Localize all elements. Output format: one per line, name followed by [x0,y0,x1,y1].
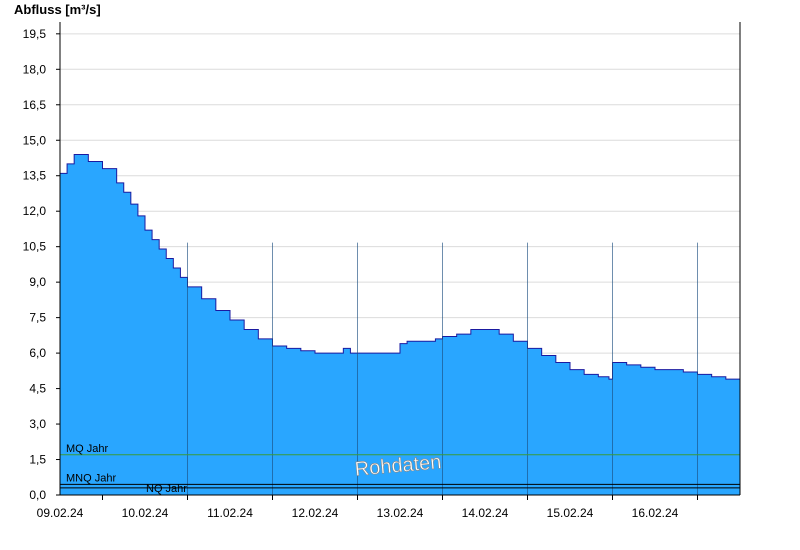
y-tick-label: 1,5 [29,453,46,467]
y-tick-label: 18,0 [23,62,47,76]
y-tick-label: 10,5 [23,240,47,254]
day-separator-lines [187,242,698,495]
x-tick-label: 16.02.24 [632,506,679,520]
y-tick-label: 4,5 [29,382,46,396]
y-tick-label: 19,5 [23,27,47,41]
y-tick-label: 16,5 [23,98,47,112]
area-layer [60,153,741,495]
y-axis-label: Abfluss [m³/s] [14,2,101,17]
x-tick-label: 10.02.24 [122,506,169,520]
y-tick-labels: 0,0 1,5 3,0 4,5 6,0 7,5 9,0 10,5 12,0 13,5 15,0 16,… [23,27,47,502]
x-tick-label: 15.02.24 [547,506,594,520]
ref-label: MQ Jahr [66,443,109,455]
y-tick-label: 9,0 [29,275,46,289]
y-tick-label: 12,0 [23,204,47,218]
x-tick-label: 12.02.24 [292,506,339,520]
axes [56,22,741,500]
y-tick-label: 3,0 [29,417,46,431]
x-tick-labels: 09.02.24 10.02.24 11.02.24 12.02.24 13.02.24… [37,506,679,520]
ref-label: NQ Jahr [146,483,187,495]
reference-lines: MQ Jahr MNQ Jahr NQ Jahr [60,443,740,495]
discharge-area [60,154,740,495]
x-tick-label: 14.02.24 [462,506,509,520]
y-tick-label: 15,0 [23,133,47,147]
y-tick-label: 13,5 [23,169,47,183]
ref-label: MNQ Jahr [66,472,116,484]
x-tick-label: 13.02.24 [377,506,424,520]
x-tick-label: 09.02.24 [37,506,84,520]
y-tick-label: 7,5 [29,311,46,325]
y-tick-label: 0,0 [29,488,46,502]
x-tick-label: 11.02.24 [207,506,253,520]
y-tick-label: 6,0 [29,346,46,360]
